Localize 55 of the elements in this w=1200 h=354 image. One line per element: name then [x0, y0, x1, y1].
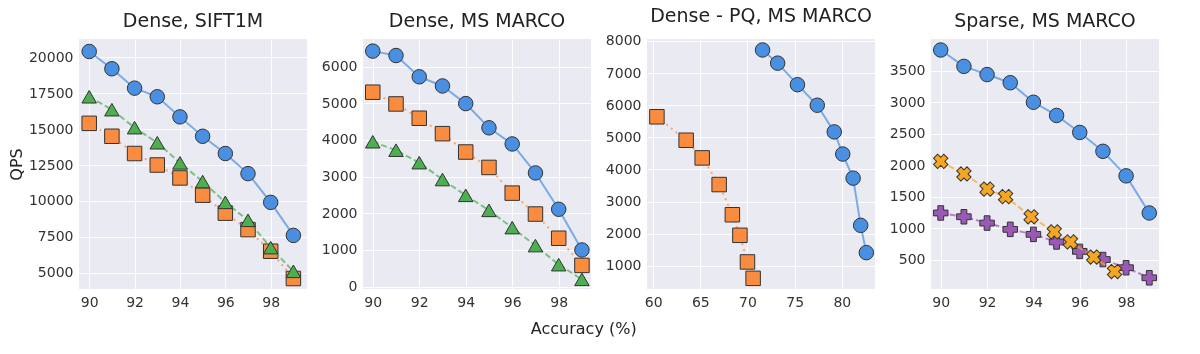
y-tick-label: 0: [348, 278, 358, 295]
y-tick-label: 1000: [605, 257, 642, 274]
y-tick-label: 6000: [605, 96, 642, 113]
y-tick-label: 8000: [605, 32, 642, 49]
x-tick-label: 90: [364, 293, 383, 310]
x-tick-label: 96: [503, 293, 522, 310]
x-tick-label: 98: [1117, 293, 1136, 310]
y-tick-label: 15000: [28, 120, 74, 137]
y-tick-label: 10000: [28, 192, 74, 209]
y-tick-label: 3500: [889, 62, 926, 79]
y-tick-label: 3000: [889, 93, 926, 110]
x-tick-label: 60: [644, 293, 663, 310]
y-tick-label: 1500: [889, 188, 926, 205]
x-tick-label: 92: [978, 293, 997, 310]
y-tick-label: 20000: [28, 48, 74, 65]
y-tick-label: 2000: [889, 156, 926, 173]
y-tick-label: 4000: [605, 160, 642, 177]
y-tick-label: 1000: [889, 219, 926, 236]
x-tick-label: 92: [410, 293, 429, 310]
x-tick-label: 75: [786, 293, 805, 310]
x-tick-label: 90: [80, 293, 99, 310]
x-tick-label: 98: [550, 293, 569, 310]
x-tick-label: 96: [216, 293, 235, 310]
y-tick-label: 17500: [28, 84, 74, 101]
y-tick-label: 1000: [321, 241, 358, 258]
y-tick-label: 5000: [605, 128, 642, 145]
y-tick-label: 2500: [889, 125, 926, 142]
y-tick-label: 3000: [321, 168, 358, 185]
x-tick-label: 94: [1025, 293, 1043, 310]
chart-title: Dense, MS MARCO: [388, 9, 566, 31]
x-tick-label: 94: [457, 293, 476, 310]
x-tick-label: 80: [833, 293, 852, 310]
y-tick-label: 4000: [321, 131, 358, 148]
y-tick-label: 5000: [321, 94, 358, 111]
x-tick-label: 90: [932, 293, 951, 310]
chart-title: Dense, SIFT1M: [122, 9, 264, 31]
y-tick-label: 6000: [321, 58, 358, 75]
y-tick-label: 500: [898, 251, 926, 268]
y-tick-label: 2000: [321, 204, 358, 221]
chart-title: Dense - PQ, MS MARCO: [650, 3, 872, 26]
chart-title: Sparse, MS MARCO: [954, 9, 1136, 31]
y-axis-title: QPS: [6, 148, 26, 181]
x-tick-label: 65: [691, 293, 710, 310]
x-tick-label: 92: [126, 293, 144, 310]
y-tick-label: 2000: [605, 225, 642, 242]
text: Accuracy (%): [530, 319, 637, 338]
x-tick-label: 70: [739, 293, 757, 310]
x-tick-label: 94: [171, 293, 190, 310]
y-tick-label: 5000: [37, 264, 74, 281]
y-tick-label: 12500: [28, 156, 74, 173]
x-tick-label: 98: [262, 293, 281, 310]
x-tick-label: 96: [1071, 293, 1090, 310]
y-tick-label: 7000: [605, 64, 642, 81]
y-tick-label: 7500: [37, 228, 74, 245]
y-tick-label: 3000: [605, 193, 642, 210]
